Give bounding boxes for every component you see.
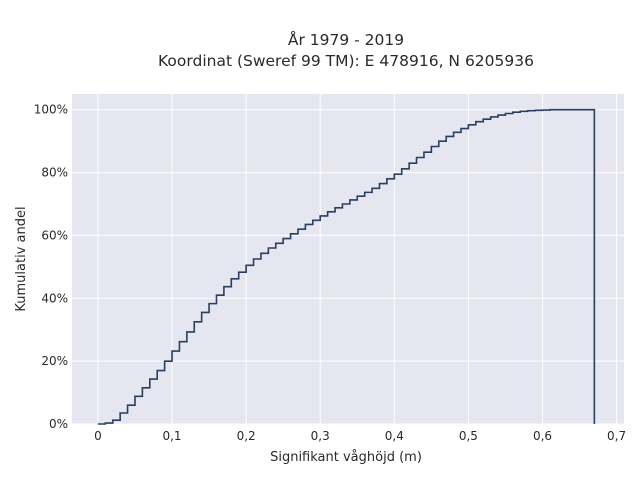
- y-tick-label: 0%: [49, 417, 68, 431]
- x-tick-label: 0,3: [311, 429, 330, 443]
- y-axis-label: Kumulativ andel: [14, 206, 29, 311]
- chart-title-line-1: År 1979 - 2019: [288, 30, 404, 49]
- y-tick-label: 40%: [41, 291, 68, 305]
- x-tick-labels: 0 0,1 0,2 0,3 0,4 0,5 0,6 0,7: [94, 429, 626, 443]
- y-tick-labels: 0% 20% 40% 60% 80% 100%: [34, 103, 68, 431]
- x-tick-label: 0,5: [459, 429, 478, 443]
- chart-title-line-2: Koordinat (Sweref 99 TM): E 478916, N 62…: [158, 52, 534, 70]
- y-tick-label: 20%: [41, 354, 68, 368]
- x-tick-label: 0,7: [607, 429, 626, 443]
- y-tick-label: 80%: [41, 166, 68, 180]
- y-tick-label: 60%: [41, 228, 68, 242]
- x-axis-label: Signifikant våghöjd (m): [270, 450, 422, 465]
- x-tick-label: 0: [94, 429, 102, 443]
- plot-area: [72, 94, 624, 424]
- cdf-step-line: [97, 108, 596, 425]
- horizontal-gridlines: [72, 109, 624, 425]
- y-tick-label: 100%: [34, 103, 68, 117]
- x-tick-label: 0,2: [237, 429, 256, 443]
- vertical-gridlines: [97, 94, 618, 424]
- x-tick-label: 0,6: [533, 429, 552, 443]
- x-tick-label: 0,4: [385, 429, 404, 443]
- x-tick-label: 0,1: [162, 429, 181, 443]
